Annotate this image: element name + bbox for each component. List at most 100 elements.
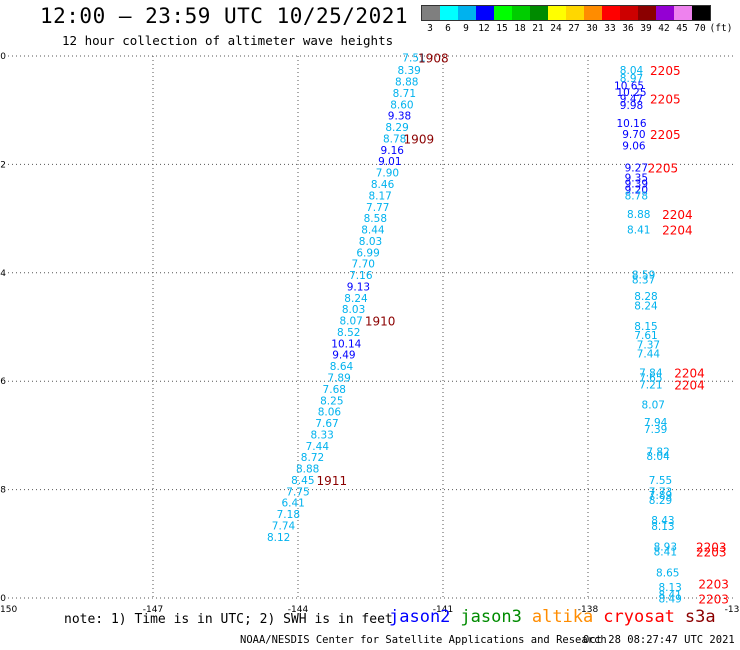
wave-height-point: 9.16 — [381, 145, 405, 157]
wave-height-point: 8.88 — [296, 464, 319, 476]
wave-height-point: 7.82 — [646, 447, 669, 459]
wave-height-point: 9.49 — [332, 350, 355, 362]
time-label: 2205 — [648, 162, 679, 176]
time-label: 2205 — [650, 64, 681, 78]
time-label: 2203 — [698, 593, 729, 607]
wave-height-point: 7.90 — [376, 168, 399, 180]
wave-height-point: 7.21 — [639, 380, 662, 392]
time-label: 2205 — [650, 128, 681, 142]
time-label: 1908 — [418, 52, 449, 66]
satellite-name: jason3 — [460, 607, 522, 627]
legend-swatch — [476, 6, 494, 20]
legend-swatch — [602, 6, 620, 20]
wave-height-point: 8.06 — [318, 407, 342, 419]
x-tick-label: -141 — [433, 605, 453, 615]
wave-height-point: 6.99 — [356, 247, 379, 259]
y-tick-label: -38 — [0, 486, 6, 496]
wave-height-point: 7.18 — [277, 509, 300, 521]
wave-height-point: 8.28 — [634, 291, 657, 303]
wave-height-point: 9.38 — [388, 111, 411, 123]
x-corner-label-left: -150 — [0, 605, 17, 615]
legend-label: 33 — [604, 23, 616, 34]
wave-height-point: 7.16 — [349, 270, 373, 282]
wave-height-point: 7.73 — [649, 486, 672, 498]
satellite-name: s3a — [684, 607, 716, 627]
time-label: 2203 — [696, 541, 727, 555]
legend-swatch — [494, 6, 512, 20]
wave-height-point: 8.78 — [383, 133, 406, 145]
legend-unit: (ft) — [709, 23, 733, 34]
y-tick-label: -30 — [0, 52, 6, 62]
time-label: 2204 — [674, 379, 705, 393]
wave-height-point: 8.59 — [632, 270, 655, 282]
wave-height-point: 8.97 — [620, 73, 643, 85]
legend-label: 42 — [658, 23, 670, 34]
legend-swatch — [656, 6, 674, 20]
wave-height-point: 7.89 — [327, 372, 350, 384]
legend-swatch — [692, 6, 710, 20]
wave-height-point: 8.07 — [642, 400, 665, 412]
wave-height-point: 10.14 — [331, 338, 361, 350]
wave-height-point: 7.74 — [272, 520, 296, 532]
wave-height-point: 8.44 — [361, 225, 385, 237]
wave-height-point: 8.39 — [397, 65, 420, 77]
wave-height-point: 8.58 — [364, 213, 387, 225]
wave-height-point: 8.64 — [330, 361, 354, 373]
legend-label: 6 — [445, 23, 451, 34]
wave-height-point: 8.03 — [342, 304, 365, 316]
legend-label: 15 — [496, 23, 508, 34]
wave-height-point: 8.33 — [310, 429, 333, 441]
wave-height-point: 8.49 — [658, 594, 681, 606]
wave-height-point: 8.37 — [632, 274, 655, 286]
wave-height-point: 8.43 — [651, 515, 674, 527]
chart-title: 12:00 – 23:59 UTC 10/25/2021 — [40, 4, 409, 28]
legend-swatch — [440, 6, 458, 20]
wave-height-point: 7.89 — [649, 490, 672, 502]
wave-height-point: 7.68 — [323, 384, 346, 396]
wave-height-point: 8.25 — [320, 395, 343, 407]
wave-height-point: 9.27 — [625, 163, 648, 175]
wave-height-point: 7.44 — [306, 441, 330, 453]
wave-height-point: 7.94 — [644, 417, 668, 429]
wave-height-point: 9.01 — [378, 156, 401, 168]
wave-height-point: 6.41 — [281, 498, 304, 510]
legend-label: 3 — [427, 23, 433, 34]
wave-height-point: 7.51 — [402, 53, 425, 65]
wave-height-point: 7.77 — [366, 202, 389, 214]
y-tick-label: -34 — [0, 269, 6, 279]
x-corner-label-right: -13 — [725, 605, 740, 615]
y-tick-label: -36 — [0, 377, 6, 387]
legend-label: 70 — [694, 23, 706, 34]
wave-height-point: 8.72 — [301, 452, 324, 464]
wave-height-point: 8.65 — [656, 568, 679, 580]
wave-height-point: 8.04 — [620, 65, 644, 77]
wave-height-point: 8.29 — [385, 122, 408, 134]
legend-swatches — [421, 5, 711, 21]
satellite-legend: jason2 jason3 altika cryosat s3a — [389, 607, 726, 627]
wave-height-point: 7.39 — [644, 424, 667, 436]
wave-height-point: 8.03 — [359, 236, 382, 248]
legend-label: 12 — [478, 23, 490, 34]
legend-swatch — [638, 6, 656, 20]
legend-swatch — [458, 6, 476, 20]
legend-label: 27 — [568, 23, 580, 34]
wave-height-point: 8.78 — [625, 190, 648, 202]
wave-height-point: 8.41 — [658, 589, 681, 601]
wave-height-point: 9.39 — [625, 178, 648, 190]
wave-height-point: 7.37 — [637, 339, 660, 351]
wave-height-point: 8.60 — [390, 99, 413, 111]
wave-height-point: 8.88 — [395, 77, 418, 89]
wave-height-point: 8.15 — [634, 321, 657, 333]
time-label: 1910 — [365, 315, 396, 329]
satellite-name: altika — [531, 607, 594, 627]
wave-height-point: 9.70 — [622, 129, 645, 141]
wave-height-point: 7.67 — [315, 418, 338, 430]
satellite-name: cryosat — [603, 607, 675, 627]
legend-label: 45 — [676, 23, 688, 34]
wave-height-point: 7.55 — [649, 475, 672, 487]
wave-height-point: 7.84 — [639, 368, 663, 380]
legend-label: 36 — [622, 23, 634, 34]
wave-height-point: 8.29 — [649, 495, 672, 507]
time-label: 2204 — [662, 224, 693, 238]
